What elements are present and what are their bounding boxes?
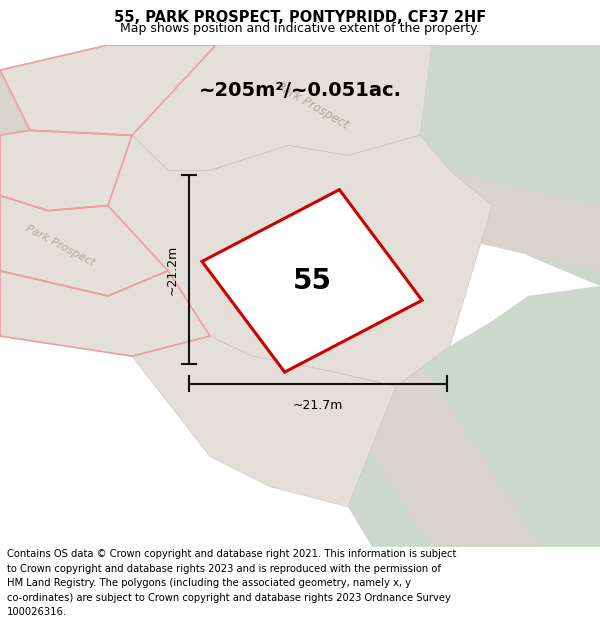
Polygon shape <box>132 336 396 507</box>
Text: Park Prospect: Park Prospect <box>274 79 350 131</box>
Text: ~21.2m: ~21.2m <box>165 244 178 295</box>
Text: ~21.7m: ~21.7m <box>293 399 343 412</box>
Polygon shape <box>108 136 492 386</box>
Text: 100026316.: 100026316. <box>7 607 67 617</box>
Text: co-ordinates) are subject to Crown copyright and database rights 2023 Ordnance S: co-ordinates) are subject to Crown copyr… <box>7 592 451 602</box>
Text: Map shows position and indicative extent of the property.: Map shows position and indicative extent… <box>120 22 480 35</box>
Text: Park Prospect: Park Prospect <box>24 223 96 268</box>
Text: Contains OS data © Crown copyright and database right 2021. This information is : Contains OS data © Crown copyright and d… <box>7 549 457 559</box>
Polygon shape <box>0 271 210 356</box>
Polygon shape <box>0 131 132 211</box>
Polygon shape <box>0 70 600 271</box>
Text: 55: 55 <box>293 267 331 295</box>
Text: HM Land Registry. The polygons (including the associated geometry, namely x, y: HM Land Registry. The polygons (includin… <box>7 578 411 588</box>
Text: 55, PARK PROSPECT, PONTYPRIDD, CF37 2HF: 55, PARK PROSPECT, PONTYPRIDD, CF37 2HF <box>114 10 486 25</box>
Polygon shape <box>0 196 168 296</box>
Polygon shape <box>132 45 432 171</box>
Polygon shape <box>202 189 422 372</box>
Text: ~205m²/~0.051ac.: ~205m²/~0.051ac. <box>199 81 401 99</box>
Polygon shape <box>348 286 600 547</box>
Text: to Crown copyright and database rights 2023 and is reproduced with the permissio: to Crown copyright and database rights 2… <box>7 564 441 574</box>
Polygon shape <box>420 45 600 286</box>
Polygon shape <box>0 45 216 136</box>
Polygon shape <box>108 45 540 547</box>
